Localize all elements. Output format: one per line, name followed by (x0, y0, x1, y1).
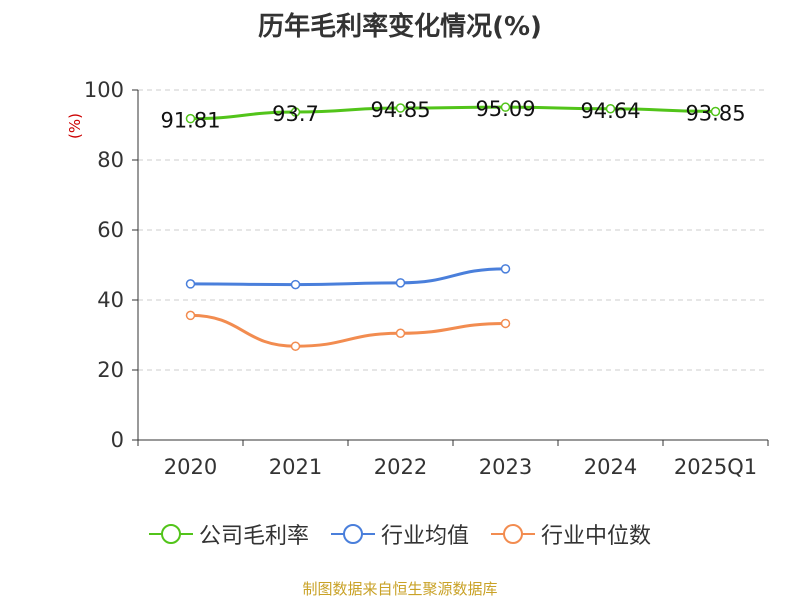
chart-title: 历年毛利率变化情况(%) (258, 12, 542, 42)
data-point (395, 328, 406, 338)
data-point (395, 278, 406, 288)
legend-item-industry-median[interactable]: 行业中位数 (491, 518, 651, 550)
y-tick-label: 20 (97, 358, 124, 382)
data-point (500, 102, 511, 112)
legend-label-industry-mean: 行业均值 (380, 524, 469, 549)
legend-circle-industry-median (503, 524, 523, 544)
series-line (190, 267, 506, 287)
legend-label-industry-median: 行业中位数 (541, 524, 652, 549)
x-tick-label: 2023 (479, 455, 532, 479)
data-point (395, 103, 406, 113)
data-point (500, 264, 511, 274)
legend-marker-industry-median (491, 524, 535, 544)
data-label: 93.7 (272, 102, 319, 126)
x-tick-label: 2021 (269, 455, 322, 479)
data-label: 93.85 (685, 102, 745, 126)
series-line (190, 313, 506, 348)
chart-legend: 公司毛利率 行业均值 行业中位数 (0, 518, 800, 550)
legend-circle-industry-mean (342, 524, 363, 544)
data-label: 91.81 (160, 109, 220, 133)
x-tick-label: 2024 (584, 455, 637, 479)
x-tick-label: 2025Q1 (674, 455, 757, 479)
y-tick-label: 100 (84, 78, 124, 102)
y-tick-label: 40 (97, 288, 124, 312)
data-point (290, 341, 301, 351)
series-line (190, 105, 716, 121)
x-tick-label: 2022 (374, 455, 427, 479)
data-point (185, 279, 196, 289)
data-point (710, 106, 721, 117)
data-point (290, 279, 301, 290)
y-tick-label: 60 (97, 218, 124, 242)
y-tick-label: 0 (111, 428, 124, 452)
x-tick-label: 2020 (164, 455, 217, 479)
data-point (500, 318, 511, 329)
data-point (290, 107, 301, 117)
legend-item-company[interactable]: 公司毛利率 (148, 518, 309, 550)
y-tick-label: 80 (97, 148, 124, 172)
legend-circle-company (160, 524, 181, 544)
data-point (185, 310, 196, 321)
data-label: 94.64 (580, 99, 640, 123)
legend-marker-company (148, 524, 193, 544)
data-point (605, 104, 616, 114)
y-axis-label: (%) (66, 113, 84, 139)
legend-item-industry-mean[interactable]: 行业均值 (330, 518, 469, 550)
data-point (185, 113, 196, 124)
legend-marker-industry-mean (330, 524, 375, 544)
data-source-note: 制图数据来自恒生聚源数据库 (302, 580, 498, 598)
data-label: 95.09 (475, 97, 535, 121)
legend-label-company: 公司毛利率 (198, 524, 309, 549)
data-label: 94.85 (370, 98, 430, 122)
